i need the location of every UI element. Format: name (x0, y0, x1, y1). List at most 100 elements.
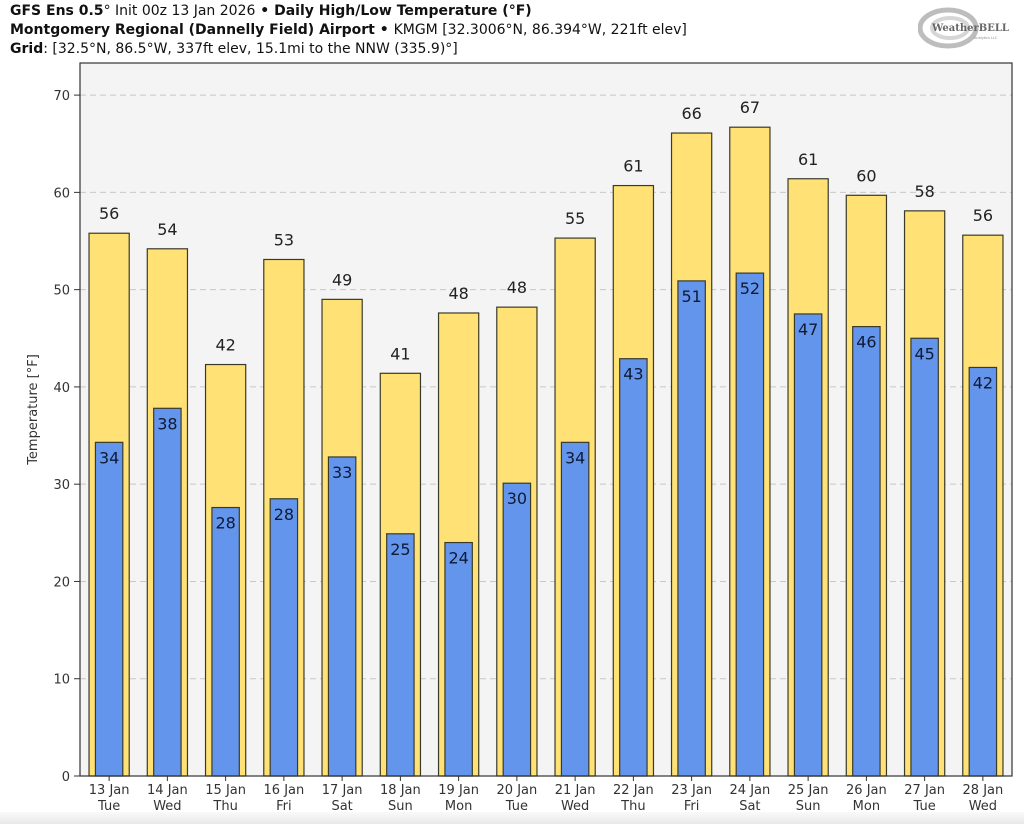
separator: • (374, 22, 394, 38)
low-bar (269, 498, 299, 777)
high-value-label: 54 (157, 220, 177, 239)
low-value-label: 28 (274, 505, 294, 524)
x-tick-label-weekday: Sat (739, 799, 760, 814)
low-value-label: 25 (390, 540, 410, 559)
x-tick-label-weekday: Mon (853, 799, 880, 814)
logo-subtext: Analytics LLC (974, 36, 998, 40)
x-tick-label-weekday: Fri (276, 799, 292, 814)
low-value-label: 43 (623, 365, 643, 384)
station-name: Montgomery Regional (Dannelly Field) Air… (10, 22, 375, 38)
x-tick-label-date: 13 Jan (89, 783, 130, 798)
high-value-label: 48 (448, 284, 468, 303)
y-tick-label: 10 (53, 673, 70, 688)
logo-swirl-inner (930, 16, 970, 40)
x-tick-label-date: 14 Jan (147, 783, 188, 798)
low-bar (444, 541, 473, 777)
high-value-label: 48 (507, 278, 527, 297)
low-bar (502, 482, 532, 777)
x-tick-label-date: 20 Jan (497, 783, 538, 798)
y-axis-label: Temperature [°F] (26, 354, 41, 466)
grid-label: Grid (10, 41, 44, 57)
low-bar (327, 456, 357, 777)
high-value-label: 67 (740, 98, 760, 117)
y-tick-label: 30 (53, 478, 70, 493)
chart-header: GFS Ens 0.5° Init 00z 13 Jan 2026 • Dail… (10, 2, 687, 59)
low-bar (910, 337, 939, 777)
x-tick-label-date: 16 Jan (264, 783, 305, 798)
low-bar (560, 441, 590, 777)
high-value-label: 61 (623, 157, 643, 176)
high-value-label: 55 (565, 209, 585, 228)
x-tick-label-weekday: Tue (913, 799, 936, 814)
low-value-label: 33 (332, 463, 352, 482)
high-value-label: 60 (856, 166, 876, 185)
x-tick-label-weekday: Sat (331, 799, 352, 814)
x-tick-label-weekday: Sun (388, 799, 413, 814)
grid-details: : [32.5°N, 86.5°W, 337ft elev, 15.1mi to… (43, 41, 458, 57)
x-tick-label-weekday: Fri (684, 799, 700, 814)
station-details: KMGM [32.3006°N, 86.394°W, 221ft elev] (393, 22, 687, 38)
header-line-3: Grid: [32.5°N, 86.5°W, 337ft elev, 15.1m… (10, 40, 687, 59)
x-tick-label-weekday: Tue (505, 799, 528, 814)
x-tick-label-date: 24 Jan (730, 783, 771, 798)
low-value-label: 28 (215, 514, 235, 533)
high-value-label: 53 (274, 230, 294, 249)
high-value-label: 61 (798, 150, 818, 169)
x-tick-label-date: 25 Jan (788, 783, 829, 798)
low-value-label: 51 (681, 287, 701, 306)
y-axis: 0 10 20 30 40 50 60 70 (53, 89, 80, 785)
low-bar (968, 366, 998, 777)
x-tick-label-weekday: Wed (561, 799, 589, 814)
x-tick-label-date: 23 Jan (671, 783, 712, 798)
x-tick-label-weekday: Thu (620, 799, 645, 814)
high-value-label: 56 (973, 206, 993, 225)
x-tick-label-weekday: Sun (796, 799, 821, 814)
low-bar (793, 313, 823, 777)
low-bar (735, 272, 765, 777)
low-value-label: 30 (507, 489, 527, 508)
x-tick-label-date: 19 Jan (438, 783, 479, 798)
y-tick-label: 60 (53, 186, 70, 201)
low-bar (153, 407, 182, 777)
x-tick-label-date: 15 Jan (205, 783, 246, 798)
x-tick-label-date: 17 Jan (322, 783, 363, 798)
chart-title: Daily High/Low Temperature (°F) (274, 3, 532, 19)
y-tick-label: 40 (53, 381, 70, 396)
x-tick-label-date: 26 Jan (846, 783, 887, 798)
plot-frame (79, 62, 1013, 777)
low-value-label: 46 (856, 333, 876, 352)
low-bar (94, 441, 124, 777)
high-value-label: 58 (914, 182, 934, 201)
separator: • (255, 3, 275, 19)
init-time: Init 00z 13 Jan 2026 (110, 3, 256, 19)
x-tick-label-date: 22 Jan (613, 783, 654, 798)
model-name: GFS Ens 0.5 (10, 3, 104, 19)
low-bar (211, 506, 240, 777)
low-bar (619, 358, 648, 777)
low-value-label: 47 (798, 320, 818, 339)
x-tick-label-weekday: Thu (212, 799, 237, 814)
x-tick-label-weekday: Mon (445, 799, 472, 814)
footer-bar (0, 812, 1024, 824)
low-bar (852, 326, 881, 777)
x-tick-label-weekday: Wed (153, 799, 181, 814)
header-line-2: Montgomery Regional (Dannelly Field) Air… (10, 21, 687, 40)
x-tick-label-date: 18 Jan (380, 783, 421, 798)
high-value-label: 41 (390, 344, 410, 363)
y-tick-label: 0 (62, 770, 70, 785)
weatherbell-logo: WeatherBELL Analytics LLC (918, 7, 1009, 49)
low-value-label: 45 (914, 344, 934, 363)
low-value-label: 34 (99, 448, 119, 467)
header-line-1: GFS Ens 0.5° Init 00z 13 Jan 2026 • Dail… (10, 2, 687, 21)
y-tick-label: 20 (53, 575, 70, 590)
high-value-label: 49 (332, 270, 352, 289)
high-value-label: 42 (215, 336, 235, 355)
low-bar (386, 533, 415, 777)
low-value-label: 34 (565, 448, 585, 467)
high-value-label: 56 (99, 204, 119, 223)
low-value-label: 38 (157, 414, 177, 433)
low-value-label: 24 (448, 549, 468, 568)
low-value-label: 42 (973, 373, 993, 392)
